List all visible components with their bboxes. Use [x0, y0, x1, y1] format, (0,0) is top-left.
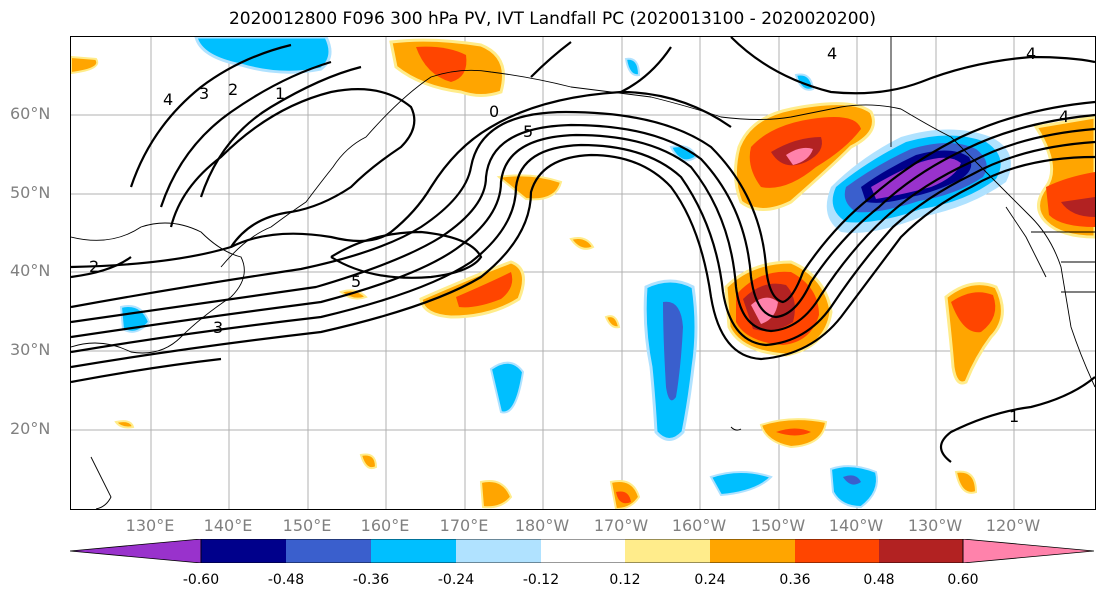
colorbar-swatch [456, 539, 541, 563]
contour-label: 4 [1026, 44, 1036, 63]
colorbar-swatch [710, 539, 795, 563]
chart-title: 2020012800 F096 300 hPa PV, IVT Landfall… [228, 9, 876, 29]
contour-label: 5 [351, 272, 361, 291]
lon-label: 120°W [985, 516, 1041, 535]
colorbar-swatch [962, 539, 1094, 563]
contour-label: 2 [89, 257, 99, 276]
colorbar-tick: 0.12 [609, 572, 641, 588]
colorbar-swatch [286, 539, 371, 563]
colorbar [70, 539, 1094, 563]
pv-shading [71, 37, 1095, 509]
colorbar-tick: -0.24 [437, 572, 475, 588]
lon-label: 170°E [439, 516, 489, 535]
lon-label: 150°W [750, 516, 806, 535]
lon-label: 140°W [828, 516, 884, 535]
colorbar-tick: 0.24 [694, 572, 726, 588]
lon-label: 130°E [125, 516, 175, 535]
map-panel: 4 3 2 1 5 5 2 3 4 1 4 4 0 [70, 36, 1096, 510]
lat-label: 20°N [10, 419, 51, 438]
colorbar-tick: 0.36 [779, 572, 811, 588]
colorbar-swatch [625, 539, 710, 563]
contour-label: 4 [163, 90, 173, 109]
lon-label: 170°W [593, 516, 649, 535]
colorbar-tick: 0.48 [863, 572, 895, 588]
contour-label: 1 [275, 84, 285, 103]
contour-label: 3 [199, 84, 209, 103]
lon-label: 140°E [203, 516, 253, 535]
contour-label: 2 [228, 80, 238, 99]
colorbar-tick: -0.12 [522, 572, 560, 588]
colorbar-swatch [371, 539, 456, 563]
lon-label: 130°W [907, 516, 963, 535]
contour-label: 0 [489, 102, 499, 121]
coastlines [71, 37, 1095, 509]
colorbar-tick: -0.36 [352, 572, 390, 588]
colorbar-tick: -0.60 [182, 572, 220, 588]
colorbar-swatch [795, 539, 879, 563]
lon-label: 180°W [514, 516, 570, 535]
contour-label-group: 4 3 2 1 5 5 2 3 4 1 4 4 0 [89, 44, 1069, 426]
contour-label: 3 [213, 318, 223, 337]
contour-label: 4 [1059, 107, 1069, 126]
height-contours [71, 37, 1095, 463]
contour-label: 4 [827, 44, 837, 63]
lat-label: 60°N [10, 104, 51, 123]
lat-label: 40°N [10, 261, 51, 280]
lat-label: 50°N [10, 183, 51, 202]
lon-label: 150°E [282, 516, 332, 535]
colorbar-swatch [879, 539, 963, 563]
colorbar-tick: -0.48 [267, 572, 305, 588]
lon-label: 160°E [360, 516, 410, 535]
colorbar-swatch [70, 539, 202, 563]
graticule [71, 37, 1095, 509]
contour-label: 1 [1009, 407, 1019, 426]
colorbar-tick: 0.60 [947, 572, 979, 588]
colorbar-swatch [201, 539, 286, 563]
map-canvas: 4 3 2 1 5 5 2 3 4 1 4 4 0 [71, 37, 1095, 509]
contour-label: 5 [523, 122, 533, 141]
lon-label: 160°W [671, 516, 727, 535]
lat-label: 30°N [10, 340, 51, 359]
colorbar-swatch [541, 539, 625, 563]
